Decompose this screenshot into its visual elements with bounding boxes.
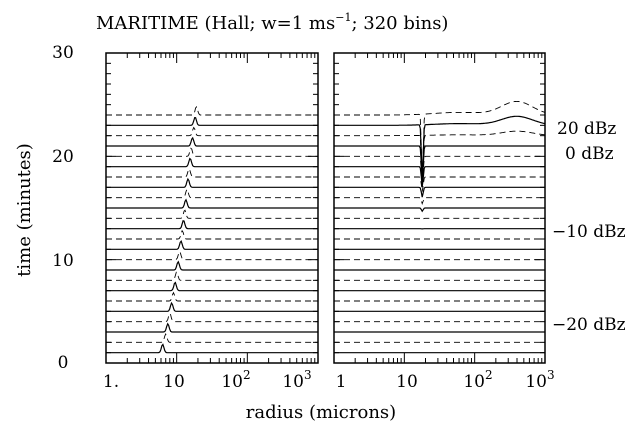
series-line: [106, 177, 318, 188]
dbz-label: 20 dBz: [557, 119, 616, 139]
dbz-label: −20 dBz: [552, 315, 626, 335]
series-line: [106, 136, 318, 147]
series-line: [106, 333, 318, 343]
series-line: [334, 130, 546, 181]
series-line: [106, 322, 318, 333]
x-tick-label: 10: [396, 372, 418, 392]
series-line: [334, 166, 545, 188]
series-line: [334, 176, 545, 192]
series-line: [106, 229, 318, 240]
series-line: [334, 186, 545, 198]
x-axis-label: radius (microns): [246, 402, 396, 423]
y-tick-label: 20: [52, 147, 74, 167]
x-tick-label: 10: [163, 372, 185, 392]
series-line: [106, 167, 318, 178]
y-tick-label: 0: [58, 353, 69, 373]
series-line: [106, 301, 318, 312]
series-line: [334, 145, 545, 182]
series-line: [334, 207, 545, 213]
series-line: [106, 291, 318, 302]
series-line: [106, 260, 318, 271]
x-tick-label: 103: [525, 368, 554, 392]
series-line: [106, 251, 318, 261]
series-line: [334, 100, 546, 182]
series-line: [334, 115, 546, 181]
left-panel: [105, 52, 319, 364]
series-line: [106, 157, 318, 168]
right-panel: [333, 52, 546, 364]
series-line: [106, 312, 318, 323]
series-line: [106, 147, 318, 157]
series-line: [106, 239, 318, 250]
x-tick-label: 1: [336, 372, 347, 392]
dbz-label: 0 dBz: [565, 144, 614, 164]
series-line: [334, 155, 545, 184]
series-line: [106, 106, 318, 116]
series-line: [106, 271, 318, 281]
series-line: [106, 116, 318, 126]
dbz-label: −10 dBz: [552, 222, 626, 242]
series-line: [106, 220, 318, 230]
x-tick-label: 102: [221, 368, 250, 392]
x-tick-label: 1.: [103, 372, 119, 392]
chart-title: MARITIME (Hall; w=1 ms−1; 320 bins): [96, 11, 448, 34]
series-line: [106, 198, 318, 209]
y-tick-label: 30: [52, 43, 74, 63]
series-line: [106, 188, 318, 199]
series-line: [106, 281, 318, 292]
series-line: [106, 343, 318, 354]
y-tick-label: 10: [52, 251, 74, 271]
y-axis-label: time (minutes): [14, 143, 35, 277]
series-line: [106, 209, 318, 219]
series-line: [334, 217, 545, 221]
series-line: [106, 126, 318, 137]
series-line: [334, 197, 545, 205]
x-tick-label: 103: [282, 368, 311, 392]
x-tick-label: 102: [463, 368, 492, 392]
